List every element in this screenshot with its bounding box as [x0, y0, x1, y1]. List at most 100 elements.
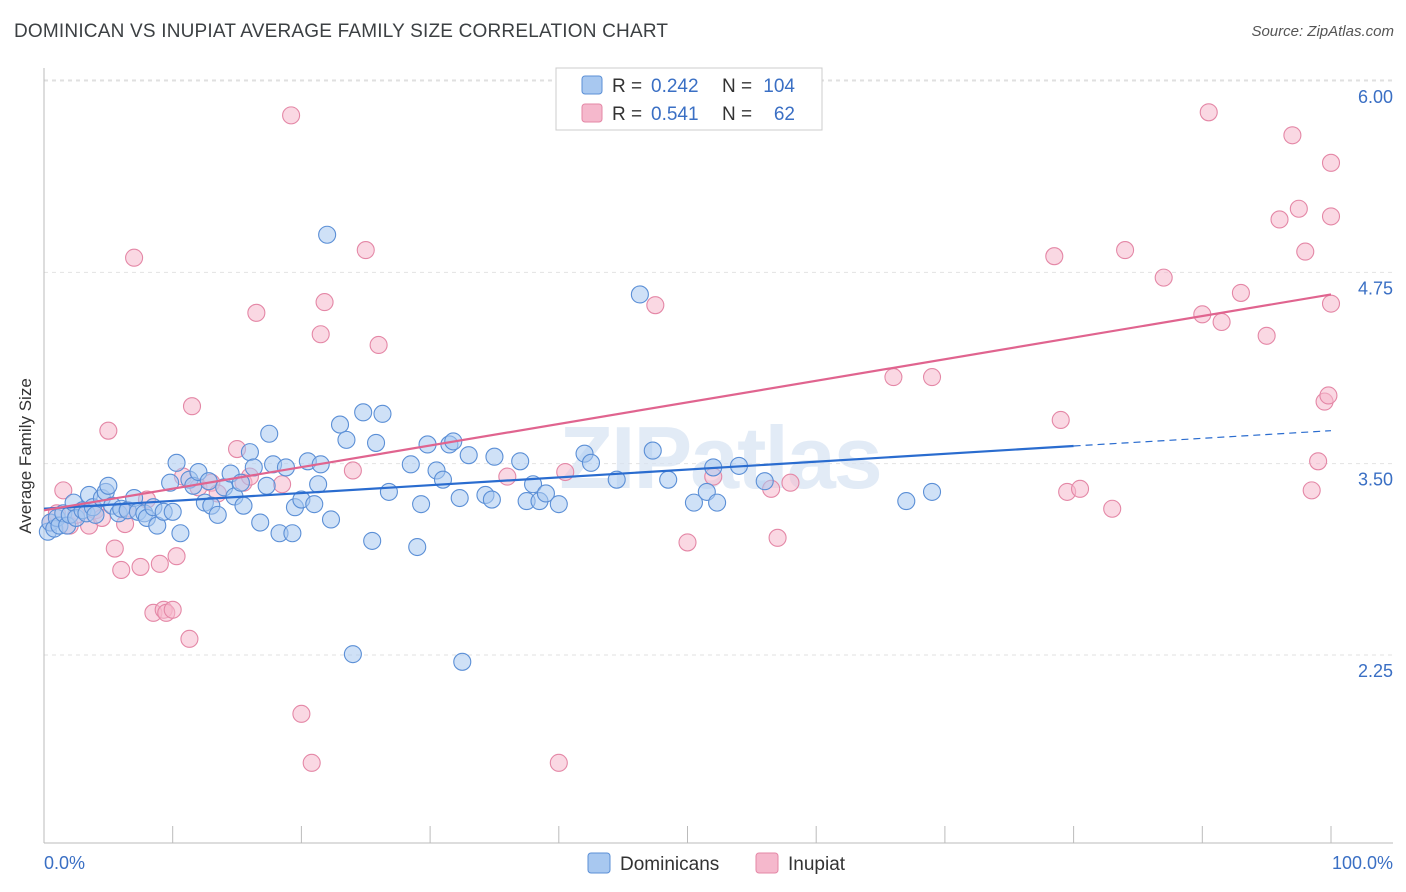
inupiat-point: [1154, 268, 1173, 287]
inupiat-point: [884, 368, 903, 387]
stats-n-label-pink: N =: [722, 104, 752, 125]
x-tick-right: 100.0%: [1332, 853, 1393, 873]
legend-swatch-inupiat: [755, 852, 779, 874]
inupiat-point: [1231, 283, 1250, 302]
dominicans-point: [482, 490, 501, 509]
dominicans-point: [581, 453, 601, 472]
inupiat-point: [1283, 126, 1302, 145]
inupiat-point: [150, 554, 169, 573]
stats-r-value-blue: 0.242: [651, 76, 699, 97]
dominicans-point: [630, 285, 649, 304]
y-tick-label: 6.00: [1358, 87, 1393, 107]
dominicans-point: [354, 403, 373, 422]
watermark: ZIPatlas: [559, 408, 880, 507]
inupiat-point: [1296, 242, 1315, 261]
stats-r-label-pink: R =: [612, 104, 642, 125]
dominicans-point: [321, 510, 341, 529]
dominicans-trend-line: [43, 444, 1074, 510]
y-tick-label: 2.25: [1358, 661, 1393, 681]
dominicans-point: [684, 493, 703, 512]
inupiat-point: [273, 475, 292, 494]
dominicans-point: [643, 441, 662, 460]
inupiat-point: [356, 241, 375, 260]
inupiat-point: [343, 461, 362, 480]
dominicans-point: [412, 495, 431, 514]
inupiat-point: [781, 473, 800, 492]
chart-title: DOMINICAN VS INUPIAT AVERAGE FAMILY SIZE…: [14, 21, 669, 42]
dominicans-point: [167, 453, 186, 472]
dominicans-point: [366, 433, 386, 452]
dominicans-points: [38, 225, 942, 671]
inupiat-point: [678, 533, 697, 552]
stats-n-label-blue: N =: [722, 76, 752, 97]
inupiat-point: [1289, 199, 1308, 218]
inupiat-point: [1051, 410, 1070, 430]
dominicans-point: [708, 493, 727, 512]
inupiat-point: [167, 547, 186, 566]
inupiat-point: [315, 293, 334, 312]
gridlines: [44, 79, 1393, 656]
inupiat-point: [54, 481, 73, 500]
inupiat-point: [1257, 326, 1276, 345]
dominicans-point: [260, 424, 279, 443]
dominicans-point: [363, 531, 382, 550]
inupiat-point: [1321, 153, 1341, 172]
inupiat-point: [311, 325, 330, 344]
inupiat-point: [282, 106, 301, 125]
dominicans-point: [401, 455, 420, 474]
dominicans-point: [755, 472, 774, 491]
inupiat-point: [922, 368, 942, 387]
dominicans-point: [163, 502, 182, 521]
stats-legend: R = 0.242 N = 104 R = 0.541 N = 62: [555, 67, 823, 131]
dominicans-point: [161, 473, 180, 492]
dominicans-point: [208, 505, 227, 524]
dominicans-point: [408, 537, 427, 557]
dominicans-point: [257, 476, 276, 495]
inupiat-point: [498, 467, 517, 486]
dominicans-point: [607, 470, 626, 489]
dominicans-point: [549, 495, 568, 514]
dominicans-point: [305, 495, 324, 514]
chart-source: Source: ZipAtlas.com: [1251, 23, 1394, 40]
dominicans-point: [536, 484, 555, 503]
dominicans-point: [373, 404, 392, 423]
dominicans-point: [309, 475, 328, 494]
stats-swatch-pink: [581, 103, 603, 123]
legend-swatch-dominicans: [587, 852, 611, 874]
dominicans-point: [86, 505, 105, 524]
dominicans-point: [330, 415, 350, 434]
dominicans-point: [337, 430, 356, 449]
inupiat-trend-line: [43, 293, 1332, 512]
inupiat-point: [1045, 247, 1064, 266]
inupiat-point: [1302, 481, 1321, 500]
inupiat-point: [302, 753, 321, 772]
dominicans-point: [318, 225, 337, 244]
dominicans-point: [453, 652, 472, 671]
dominicans-point: [485, 447, 504, 466]
y-tick-labels: 6.00 4.75 3.50 2.25: [1358, 87, 1393, 681]
inupiat-point: [549, 753, 568, 772]
inupiat-point: [1199, 103, 1218, 122]
axes: [43, 68, 1393, 844]
dominicans-point: [171, 524, 190, 543]
inupiat-point: [1321, 207, 1341, 226]
inupiat-point: [125, 248, 144, 267]
stats-n-value-blue: 104: [763, 76, 795, 97]
y-axis-title: Average Family Size: [16, 378, 35, 534]
dominicans-point: [251, 513, 270, 532]
inupiat-point: [1270, 210, 1289, 229]
inupiat-point: [1212, 312, 1231, 332]
inupiat-point: [646, 296, 665, 315]
stats-r-value-pink: 0.541: [651, 104, 699, 125]
trend-lines: [43, 293, 1332, 512]
inupiat-point: [131, 557, 150, 576]
inupiat-point: [163, 600, 182, 619]
inupiat-point: [1321, 294, 1341, 313]
inupiat-point: [1103, 499, 1122, 518]
inupiat-point: [105, 539, 124, 558]
series-legend: Dominicans Inupiat: [587, 852, 846, 875]
x-tick-left: 0.0%: [44, 853, 85, 873]
dominicans-point: [283, 524, 302, 543]
y-tick-label: 3.50: [1358, 470, 1393, 490]
